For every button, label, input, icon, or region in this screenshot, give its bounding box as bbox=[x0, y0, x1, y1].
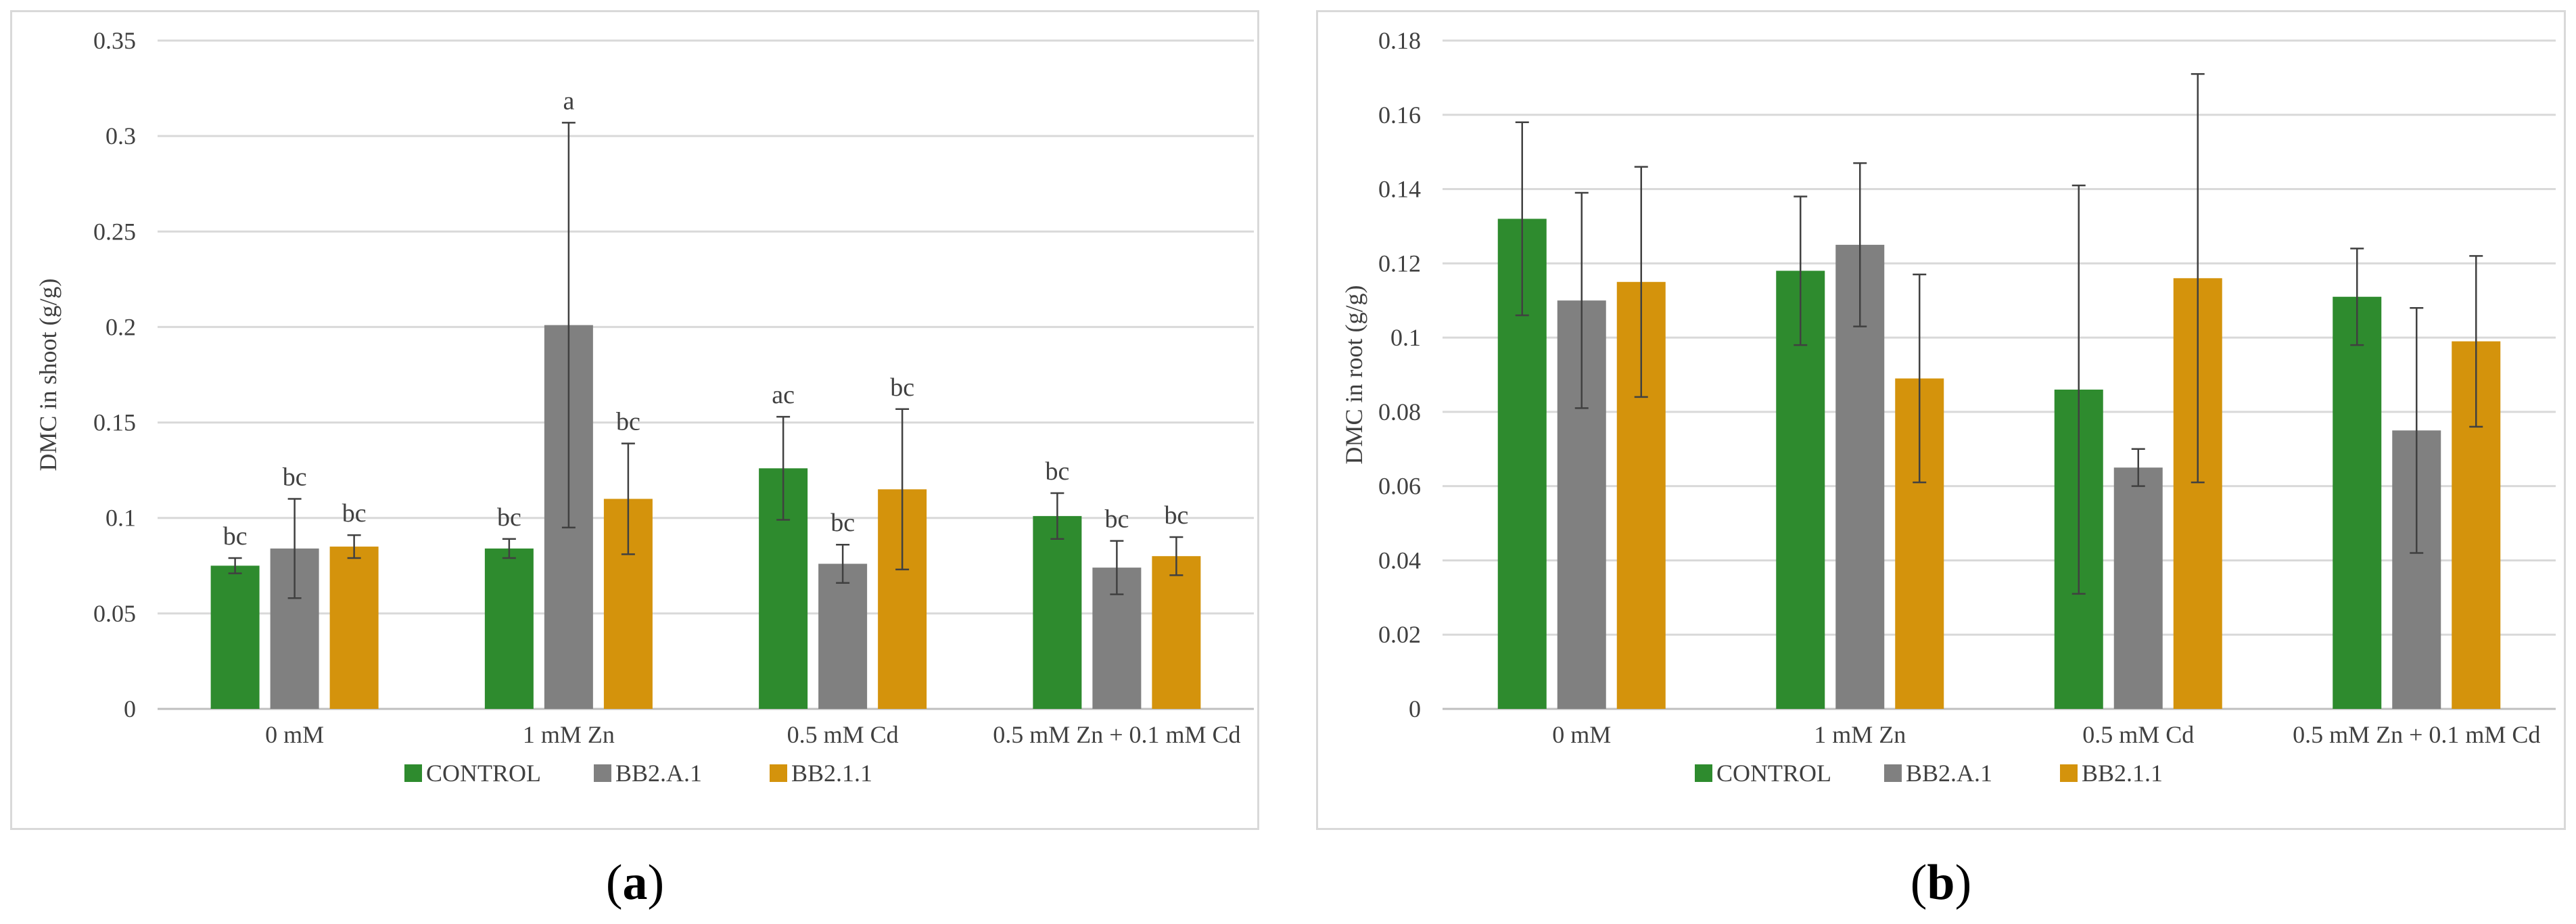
y-tick-label: 0.04 bbox=[1378, 547, 1421, 574]
y-tick-label: 0.1 bbox=[106, 505, 136, 532]
y-tick-label: 0.02 bbox=[1378, 621, 1421, 648]
bar bbox=[818, 563, 868, 709]
significance-label: bc bbox=[830, 509, 855, 537]
legend-swatch bbox=[770, 764, 787, 782]
significance-label: bc bbox=[283, 463, 307, 491]
y-tick-label: 0 bbox=[1409, 695, 1421, 722]
legend-label: CONTROL bbox=[426, 760, 541, 787]
chart-panel-b: 0 0.02 0.04 0.06 0.08 0.1 0.12 0.14 0.16 0.18 DMC … bbox=[1316, 10, 2566, 830]
significance-label: bc bbox=[890, 373, 914, 402]
bar bbox=[2333, 296, 2382, 709]
significance-label: bc bbox=[616, 408, 640, 436]
x-category-label: 0.5 mM Cd bbox=[787, 721, 899, 748]
y-tick-label: 0 bbox=[124, 695, 136, 722]
bar bbox=[1152, 556, 1201, 709]
x-category-label: 0 mM bbox=[265, 721, 324, 748]
y-tick-label: 0.1 bbox=[1390, 324, 1421, 351]
chart-panel-a: 0 0.05 0.1 0.15 0.2 0.25 0.3 0.35 DMC in shoot (… bbox=[10, 10, 1259, 830]
x-category-label: 0 mM bbox=[1552, 721, 1611, 748]
y-tick-label: 0.05 bbox=[93, 600, 136, 627]
significance-label: bc bbox=[342, 499, 367, 528]
legend-swatch bbox=[1695, 764, 1712, 782]
legend-label: BB2.1.1 bbox=[2082, 760, 2163, 787]
y-tick-label: 0.12 bbox=[1378, 250, 1421, 277]
bar bbox=[329, 547, 379, 709]
y-tick-label: 0.35 bbox=[93, 27, 136, 54]
y-tick-label: 0.16 bbox=[1378, 101, 1421, 129]
significance-label: bc bbox=[497, 503, 521, 532]
x-category-label: 0.5 mM Zn + 0.1 mM Cd bbox=[993, 721, 1240, 748]
chart-a-svg: 0 0.05 0.1 0.15 0.2 0.25 0.3 0.35 DMC in shoot (… bbox=[34, 27, 1254, 787]
y-tick-label: 0.08 bbox=[1378, 398, 1421, 425]
legend-label: BB2.A.1 bbox=[1906, 760, 1992, 787]
x-category-label: 1 mM Zn bbox=[1814, 721, 1906, 748]
significance-label: a bbox=[563, 87, 574, 115]
y-tick-label: 0.18 bbox=[1378, 27, 1421, 54]
panel-caption-b: (b) bbox=[1910, 855, 1972, 910]
significance-label: bc bbox=[1164, 501, 1188, 530]
panel-label-a: a bbox=[622, 855, 648, 910]
y-tick-label: 0.14 bbox=[1378, 176, 1421, 203]
legend-swatch bbox=[2060, 764, 2078, 782]
bar bbox=[1033, 515, 1082, 709]
significance-label: bc bbox=[1045, 457, 1069, 486]
legend-label: CONTROL bbox=[1716, 760, 1831, 787]
y-tick-label: 0.15 bbox=[93, 409, 136, 436]
panel-caption-a: (a) bbox=[605, 855, 665, 910]
legend-label: BB2.1.1 bbox=[791, 760, 872, 787]
legend-label: BB2.A.1 bbox=[615, 760, 702, 787]
bar bbox=[210, 565, 260, 709]
chart-b-svg: 0 0.02 0.04 0.06 0.08 0.1 0.12 0.14 0.16 0.18 DMC … bbox=[1340, 27, 2556, 787]
y-axis-label: DMC in shoot (g/g) bbox=[34, 278, 62, 471]
legend-swatch bbox=[594, 764, 611, 782]
y-tick-label: 0.25 bbox=[93, 218, 136, 245]
bar bbox=[2113, 467, 2163, 709]
bar bbox=[484, 548, 534, 709]
x-category-label: 0.5 mM Zn + 0.1 mM Cd bbox=[2293, 721, 2540, 748]
legend-swatch bbox=[1884, 764, 1902, 782]
y-axis-label: DMC in root (g/g) bbox=[1340, 285, 1367, 465]
x-category-label: 0.5 mM Cd bbox=[2082, 721, 2194, 748]
y-tick-label: 0.06 bbox=[1378, 473, 1421, 500]
significance-label: bc bbox=[1104, 505, 1129, 534]
y-tick-label: 0.3 bbox=[106, 122, 136, 149]
significance-label: ac bbox=[772, 381, 795, 409]
legend-swatch bbox=[404, 764, 422, 782]
panel-label-b: b bbox=[1927, 855, 1955, 910]
y-tick-label: 0.2 bbox=[106, 313, 136, 340]
x-category-label: 1 mM Zn bbox=[523, 721, 615, 748]
significance-label: bc bbox=[223, 522, 248, 551]
